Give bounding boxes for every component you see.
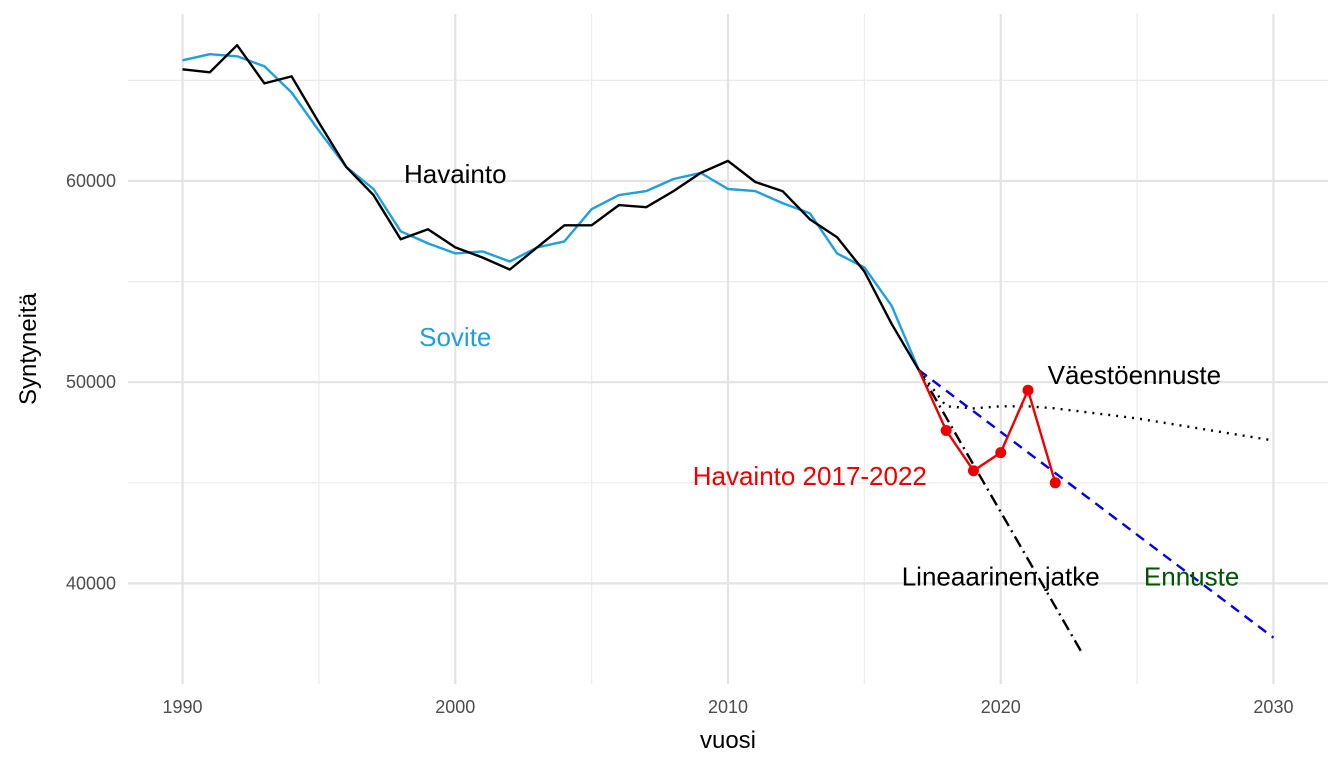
y-tick-label: 60000 xyxy=(66,171,116,191)
series-line-sovite xyxy=(182,53,921,371)
series-line-havainto_2017_2022 xyxy=(917,369,1057,484)
x-tick-label: 2020 xyxy=(981,697,1021,717)
data-point-havainto_2017_2022 xyxy=(1022,384,1034,396)
data-point-havainto_2017_2022 xyxy=(1049,477,1061,489)
grid xyxy=(128,14,1328,684)
x-tick-label: 2000 xyxy=(435,697,475,717)
annotation-label: Havainto 2017-2022 xyxy=(693,461,927,491)
y-axis-title: Syntyneitä xyxy=(15,292,42,405)
x-axis-title: vuosi xyxy=(700,727,756,754)
series-layer xyxy=(182,44,1275,655)
series-line-lineaarinen xyxy=(917,369,1084,655)
data-point-havainto_2017_2022 xyxy=(940,424,952,436)
data-point-havainto_2017_2022 xyxy=(967,465,979,477)
annotation-label: Havainto xyxy=(404,159,507,189)
annotation-label: Sovite xyxy=(419,322,491,352)
series-line-vaestoennuste xyxy=(917,369,1274,442)
annotation-label: Lineaarinen jatke xyxy=(902,561,1100,591)
annotation-label: Ennuste xyxy=(1144,561,1239,591)
x-tick-label: 1990 xyxy=(163,697,203,717)
annotation-label: Väestöennuste xyxy=(1048,360,1221,390)
annotations: Havainto Sovite Väestöennuste Havainto 2017… xyxy=(404,159,1239,591)
x-tick-label: 2010 xyxy=(708,697,748,717)
x-tick-label: 2030 xyxy=(1253,697,1293,717)
tick-labels: 1990 2000 2010 2020 2030 40000 50000 60000 xyxy=(66,171,1294,717)
data-point-havainto_2017_2022 xyxy=(995,447,1007,459)
series-line-ennuste xyxy=(918,369,1275,639)
y-tick-label: 50000 xyxy=(66,372,116,392)
series-line-havainto xyxy=(182,44,920,371)
y-tick-label: 40000 xyxy=(66,573,116,593)
